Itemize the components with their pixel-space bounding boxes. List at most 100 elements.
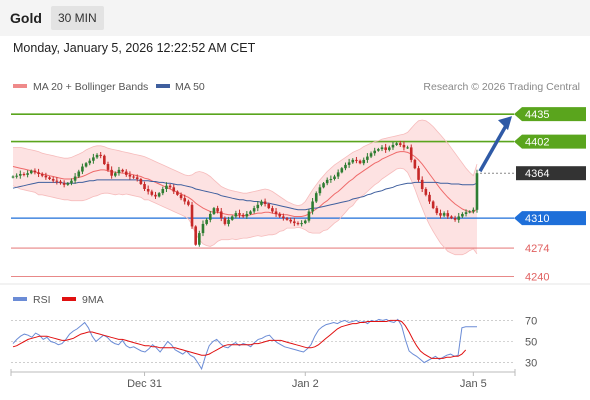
instrument-title: Gold [10,10,42,26]
candle-body [453,218,457,220]
candle-body [314,193,318,202]
level-label-support: 4310 [525,213,549,225]
candle-body [366,156,369,160]
candle-body [311,201,314,212]
candle-body [44,175,48,178]
candle-body [135,177,139,180]
candle-body [384,147,387,150]
level-label-current: 4364 [525,168,549,180]
candle-body [176,191,179,195]
candle-body [117,169,121,174]
candle-body [424,189,428,195]
projection-arrow [478,116,512,173]
level-tag-resistance [514,134,586,149]
candle-body [282,216,285,219]
candle-body [245,213,249,217]
rsi-lines [12,318,477,371]
legend-swatch-ma20 [13,84,27,88]
candle-body [19,174,22,176]
candle-body [99,154,102,156]
candle-body [322,183,325,188]
candle-body [33,170,37,173]
candle-body [340,168,344,173]
candle-body [81,166,84,172]
candle-body [198,233,201,245]
legend-label-9ma: 9MA [82,294,104,306]
candle-body [318,187,322,194]
legend-label-rsi: RSI [33,294,51,306]
candle-body [274,211,278,214]
candle-body [95,154,99,158]
candle-body [377,149,380,151]
candle-body [106,164,110,170]
candle-body [187,201,190,205]
candle-body [263,201,267,204]
candle-body [48,177,51,180]
candle-body [336,172,340,177]
candle-body [62,183,66,185]
candle-body [139,179,143,185]
candle-body [442,213,446,216]
candle-body [398,143,402,145]
candle-body [165,185,168,190]
rsi-legend: RSI 9MA [13,294,104,306]
candle-body [205,219,208,224]
candle-body [293,221,296,224]
copyright-label: Research © 2026 Trading Central [423,81,580,93]
bollinger-bands [13,120,477,255]
candle-body [26,173,29,175]
candle-body [168,185,172,188]
candle-body [161,189,165,194]
ma50-line [12,179,478,211]
x-tick-label: Dec 31 [127,378,162,390]
candle-body [70,180,73,184]
candle-body [468,211,471,213]
indicator-lines [12,119,478,256]
candle-body [450,216,453,219]
candle-body [77,171,81,177]
timeframe-button[interactable]: 30 MIN [51,6,104,30]
candle-body [260,201,263,205]
candle-body [128,174,132,177]
candle-body [300,223,303,225]
candle-body [73,176,77,181]
x-axis: Dec 31 Jan 2 Jan 5 [10,369,516,390]
projection-arrow-head [498,116,512,131]
candle-body [194,226,197,245]
level-tag-resistance [514,107,586,122]
candle-body [55,180,59,182]
candle-body [150,191,154,195]
candle-body [227,219,230,224]
candle-body [219,211,223,219]
rsi-tick-label: 70 [525,315,537,327]
legend-swatch-rsi [13,297,27,301]
rsi-tick-label: 30 [525,358,537,370]
candle-body [37,172,40,175]
candle-body [267,203,271,209]
candle-body [11,176,15,178]
candle-body [289,219,292,222]
candle-body [391,144,395,148]
price-levels [11,113,514,277]
candle-body [457,216,461,220]
candle-body [446,213,450,217]
candle-body [439,213,442,216]
candle-body [303,220,307,224]
candle-body [179,194,183,199]
x-tick-label: Jan 2 [292,378,319,390]
candle-body [110,169,113,176]
candle-body [402,144,406,148]
candle-body [143,184,146,190]
candle-body [271,208,274,212]
candle-body [461,213,464,217]
candle-body [88,160,92,164]
candle-body [417,168,420,180]
candle-body [413,159,417,169]
candle-body [208,213,212,220]
candle-body [420,179,424,190]
rsi-ma-line [12,319,467,359]
candle-body [351,159,355,163]
candle-body [172,187,176,192]
rsi-line [12,318,477,371]
